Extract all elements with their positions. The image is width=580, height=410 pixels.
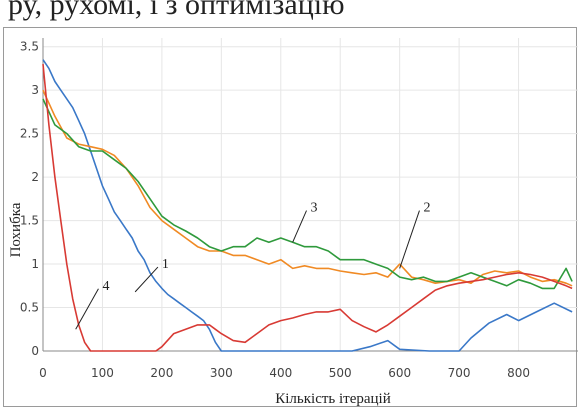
x-tick-label: 800 xyxy=(507,366,530,380)
y-tick-label: 3 xyxy=(31,83,39,97)
x-tick-label: 400 xyxy=(269,366,292,380)
x-tick-label: 600 xyxy=(388,366,411,380)
x-tick-label: 300 xyxy=(210,366,233,380)
annotation-leader-1 xyxy=(134,266,159,293)
y-tick-label: 2.5 xyxy=(20,127,39,141)
y-tick-label: 1 xyxy=(31,257,39,271)
annotation-leader-4 xyxy=(75,288,99,330)
y-tick-label: 2 xyxy=(31,170,39,184)
annotation-label-2: 2 xyxy=(423,201,430,216)
header-strip: ру, рухомі, і з оптимізацію xyxy=(0,0,580,26)
x-tick-label: 0 xyxy=(39,366,47,380)
series-lines xyxy=(42,59,573,352)
y-axis-label: Похибка xyxy=(8,202,24,257)
annotation-label-4: 4 xyxy=(102,279,109,294)
x-tick-label: 700 xyxy=(448,366,471,380)
y-tick-label: 1.5 xyxy=(20,214,39,228)
x-tick-label: 100 xyxy=(91,366,114,380)
annotation-label-3: 3 xyxy=(311,201,318,216)
annotation-label-1: 1 xyxy=(162,257,169,272)
x-axis-label: Кількість ітерацій xyxy=(275,391,391,407)
axes: 0 0.5 1 1.5 2 2.5 3 3.5 0 100 200 300 400 500 600 700 80… xyxy=(20,38,578,380)
y-tick-label: 0.5 xyxy=(20,301,39,315)
series-line-4 xyxy=(42,64,573,352)
annotation-leader-3 xyxy=(292,210,307,243)
series-line-3 xyxy=(42,98,573,290)
x-tick-label: 200 xyxy=(150,366,173,380)
y-tick-label: 0 xyxy=(31,344,39,358)
x-tick-label: 500 xyxy=(329,366,352,380)
annotations: 1 2 3 4 xyxy=(75,201,430,330)
header-text: ру, рухомі, і з оптимізацію xyxy=(8,0,345,21)
grid xyxy=(42,38,578,352)
series-line-2 xyxy=(42,89,573,287)
annotation-leader-2 xyxy=(399,210,420,269)
y-tick-label: 3.5 xyxy=(20,40,39,54)
